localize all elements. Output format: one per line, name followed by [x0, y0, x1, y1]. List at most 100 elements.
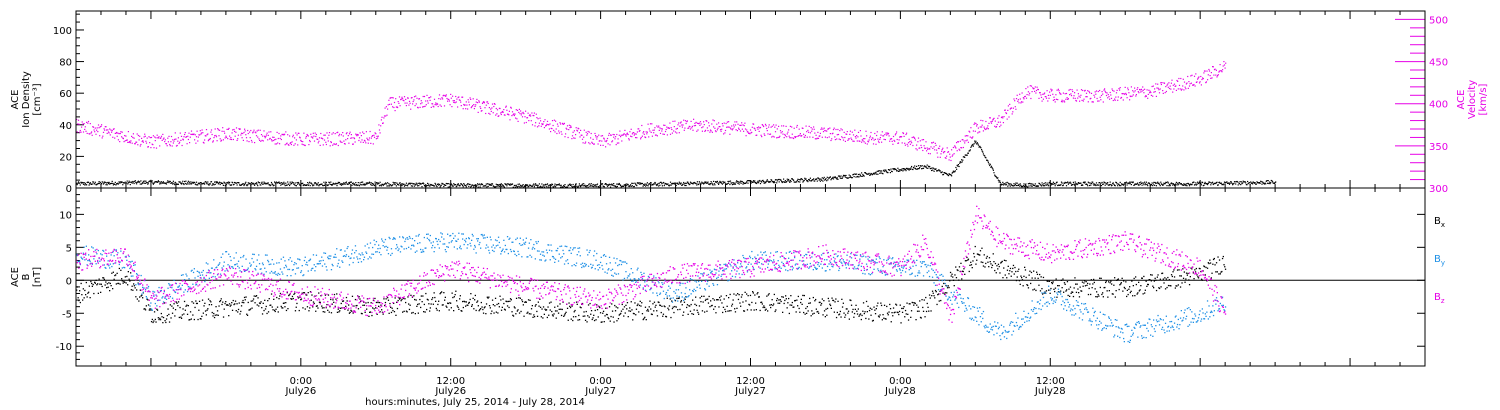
data-point: [1017, 99, 1019, 101]
data-point: [931, 169, 933, 172]
data-point: [371, 184, 373, 186]
data-point: [518, 111, 520, 113]
data-point: [1095, 184, 1097, 187]
data-point: [145, 140, 147, 142]
data-point: [877, 140, 880, 142]
data-point: [629, 307, 631, 309]
data-point: [1162, 184, 1164, 186]
data-point: [423, 95, 426, 98]
data-point: [379, 311, 381, 313]
data-point: [160, 312, 162, 315]
data-point: [967, 135, 969, 137]
data-point: [146, 137, 148, 139]
data-point: [554, 183, 556, 185]
data-point: [497, 302, 500, 305]
data-point: [85, 281, 87, 284]
data-point: [546, 123, 548, 125]
data-point: [1252, 183, 1254, 185]
data-point: [632, 312, 635, 315]
data-point: [546, 183, 549, 185]
data-point: [159, 319, 162, 321]
data-point: [272, 183, 274, 186]
data-point: [100, 291, 102, 293]
data-point: [663, 181, 665, 184]
data-point: [596, 136, 599, 138]
data-point: [268, 131, 270, 133]
data-point: [273, 298, 275, 300]
data-point: [479, 308, 481, 311]
data-point: [340, 134, 342, 136]
data-point: [78, 299, 80, 302]
data-point: [806, 180, 808, 182]
data-point: [530, 184, 532, 187]
data-point: [613, 134, 615, 136]
data-point: [1205, 82, 1207, 84]
data-point: [1229, 182, 1231, 184]
data-point: [547, 186, 549, 188]
data-point: [661, 183, 663, 185]
data-point: [1165, 181, 1167, 184]
data-point: [1184, 183, 1186, 185]
data-point: [1012, 185, 1014, 187]
data-point: [114, 132, 116, 134]
data-point: [473, 184, 475, 186]
data-point: [81, 294, 83, 296]
data-point: [125, 183, 127, 185]
data-point: [473, 108, 475, 110]
data-point: [243, 131, 245, 134]
data-point: [437, 103, 439, 105]
data-point: [114, 274, 116, 277]
data-point: [366, 137, 368, 139]
data-point: [121, 181, 123, 183]
data-point: [1153, 181, 1155, 183]
data-point: [947, 175, 950, 177]
data-point: [294, 182, 296, 184]
data-point: [1102, 93, 1104, 95]
data-point: [907, 142, 910, 144]
data-point: [1171, 182, 1173, 184]
data-point: [513, 186, 515, 188]
data-point: [250, 184, 252, 186]
data-point: [614, 304, 616, 307]
data-point: [831, 177, 833, 179]
data-point: [853, 176, 855, 178]
data-point: [685, 296, 687, 298]
data-point: [844, 136, 846, 139]
data-point: [243, 296, 246, 299]
data-point: [664, 130, 667, 133]
data-point: [990, 122, 993, 124]
data-point: [678, 181, 680, 183]
data-point: [520, 110, 522, 112]
data-point: [662, 182, 664, 184]
data-point: [182, 308, 184, 310]
data-point: [270, 293, 273, 295]
data-point: [748, 180, 750, 182]
data-point: [1267, 182, 1269, 184]
data-point: [493, 312, 495, 314]
data-point: [923, 145, 925, 147]
data-point: [500, 113, 502, 116]
data-point: [347, 183, 349, 185]
data-point: [958, 148, 960, 150]
data-point: [773, 136, 775, 138]
data-point: [656, 184, 658, 186]
data-point: [394, 297, 396, 299]
data-point: [704, 181, 706, 183]
data-point: [326, 184, 328, 186]
data-point: [468, 185, 470, 187]
data-point: [572, 183, 574, 186]
data-point: [583, 136, 585, 138]
data-point: [1183, 183, 1185, 185]
data-point: [240, 134, 242, 136]
data-point: [573, 130, 575, 132]
data-point: [415, 184, 417, 186]
data-point: [480, 107, 482, 109]
data-point: [335, 143, 337, 145]
data-point: [590, 310, 593, 312]
data-point: [1133, 91, 1135, 93]
data-point: [783, 181, 785, 183]
data-point: [477, 111, 479, 113]
data-point: [916, 149, 918, 151]
data-point: [863, 175, 865, 177]
data-point: [247, 184, 249, 186]
